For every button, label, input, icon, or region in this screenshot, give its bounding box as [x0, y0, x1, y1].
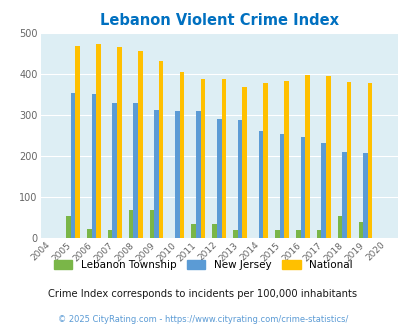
Bar	[216, 118, 221, 238]
Text: © 2025 CityRating.com - https://www.cityrating.com/crime-statistics/: © 2025 CityRating.com - https://www.city…	[58, 315, 347, 324]
Bar	[92, 94, 96, 238]
Bar	[154, 110, 158, 238]
Bar	[87, 229, 92, 238]
Bar	[96, 44, 100, 238]
Bar	[367, 82, 371, 238]
Bar	[175, 111, 179, 238]
Bar	[66, 216, 70, 238]
Bar	[200, 79, 205, 238]
Bar	[133, 103, 138, 238]
Bar	[284, 81, 288, 238]
Bar	[346, 82, 351, 238]
Bar	[358, 222, 362, 238]
Bar	[237, 120, 242, 238]
Bar	[300, 137, 305, 238]
Bar	[325, 76, 330, 238]
Bar	[128, 210, 133, 238]
Bar	[295, 230, 300, 238]
Bar	[337, 216, 341, 238]
Bar	[305, 75, 309, 238]
Bar	[158, 61, 163, 238]
Bar	[196, 111, 200, 238]
Text: Crime Index corresponds to incidents per 100,000 inhabitants: Crime Index corresponds to incidents per…	[48, 289, 357, 299]
Bar	[321, 144, 325, 238]
Bar	[242, 87, 246, 238]
Bar	[258, 131, 263, 238]
Bar	[117, 47, 121, 238]
Bar	[212, 224, 216, 238]
Bar	[362, 153, 367, 238]
Bar	[138, 51, 142, 238]
Bar	[221, 79, 226, 238]
Bar	[341, 152, 346, 238]
Title: Lebanon Violent Crime Index: Lebanon Violent Crime Index	[100, 13, 338, 28]
Bar	[232, 230, 237, 238]
Bar	[279, 134, 283, 238]
Bar	[112, 103, 117, 238]
Bar	[191, 224, 196, 238]
Bar	[274, 230, 279, 238]
Bar	[70, 93, 75, 238]
Bar	[75, 46, 80, 238]
Bar	[263, 83, 267, 238]
Bar	[316, 230, 321, 238]
Bar	[108, 230, 112, 238]
Bar	[179, 72, 184, 238]
Legend: Lebanon Township, New Jersey, National: Lebanon Township, New Jersey, National	[51, 258, 354, 272]
Bar	[149, 210, 154, 238]
